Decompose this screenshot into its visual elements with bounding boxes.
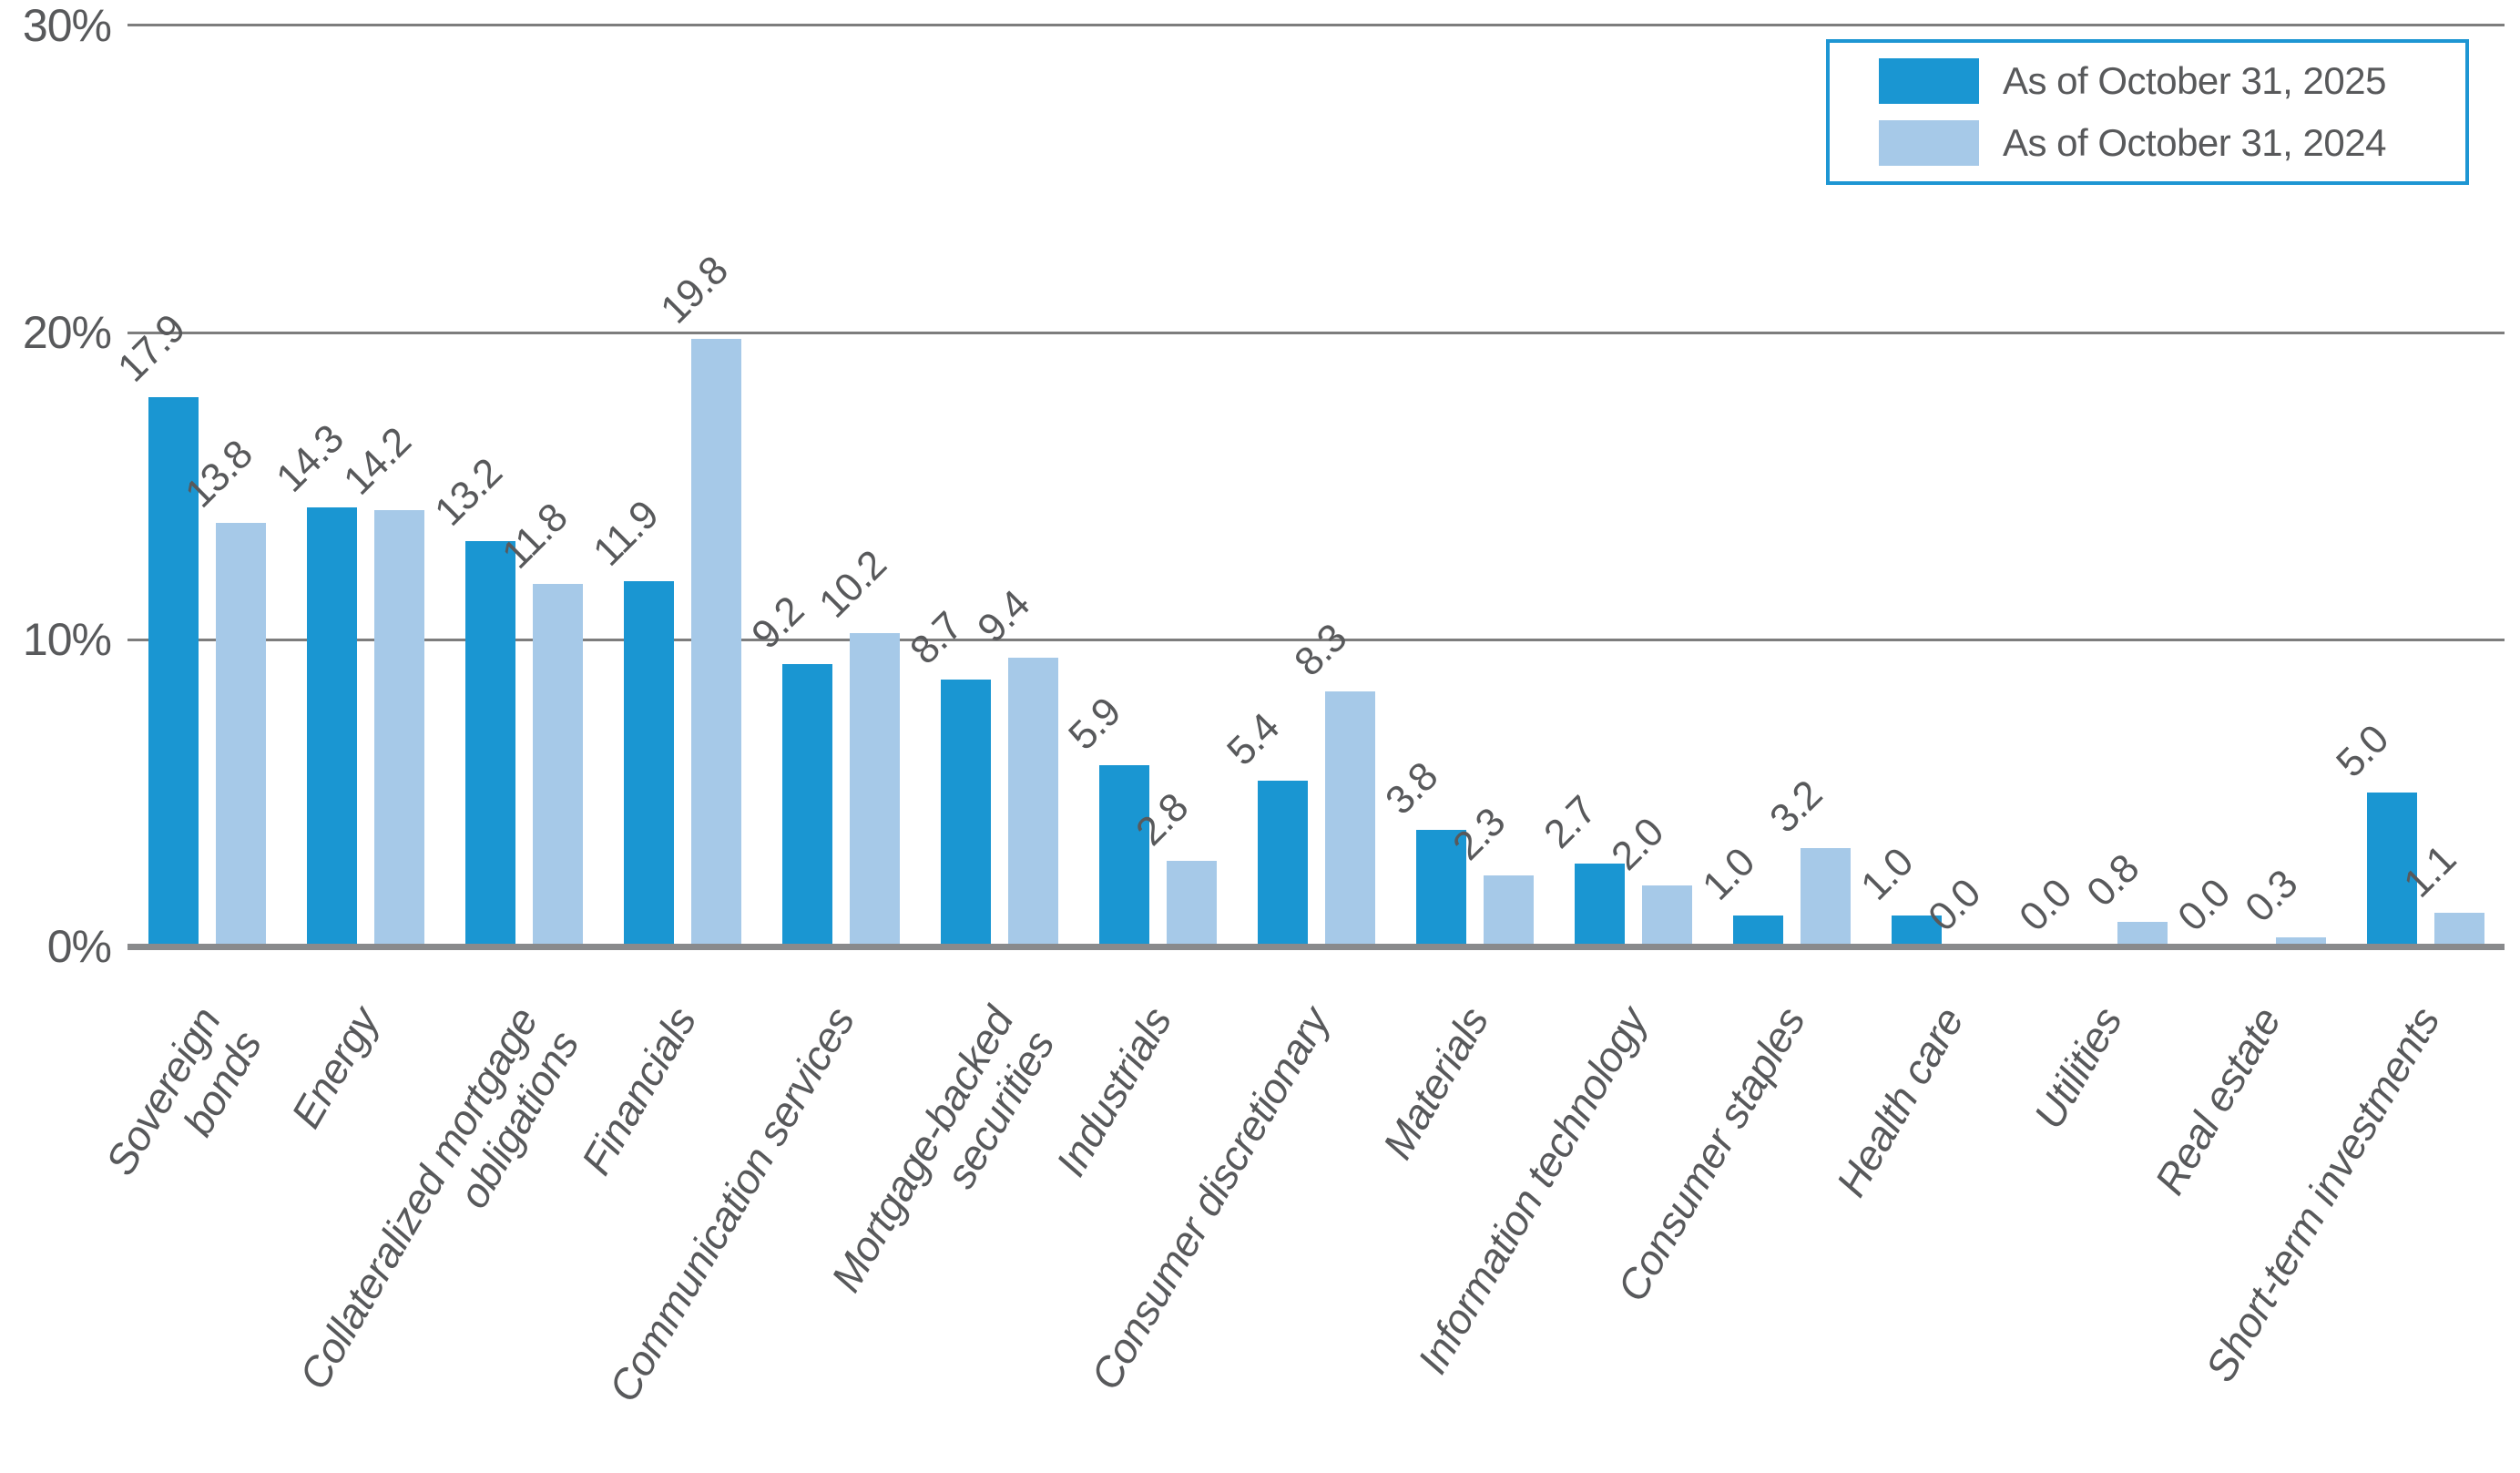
bar-current-2: [465, 541, 515, 946]
gridline-30: [128, 24, 2505, 26]
x-axis-label-0: Sovereign bonds: [96, 999, 271, 1183]
bar-value-label: 14.3: [268, 416, 352, 501]
bar-prior-1: [374, 510, 424, 946]
x-axis-label-13: Real estate: [2145, 999, 2290, 1202]
bar-value-label: 1.0: [1694, 839, 1763, 909]
bar-current-4: [782, 664, 832, 946]
legend-item-2024: As of October 31, 2024: [1879, 119, 2465, 166]
bar-value-label: 9.2: [743, 588, 812, 658]
bar-value-label: 17.9: [109, 306, 194, 391]
bar-value-label: 10.2: [811, 542, 895, 627]
bar-prior-6: [1167, 861, 1217, 946]
legend-label-2024: As of October 31, 2024: [2003, 120, 2386, 164]
bar-value-label: 8.7: [902, 603, 971, 673]
legend: As of October 31, 2025 As of October 31,…: [1826, 39, 2469, 185]
x-axis-label-11: Health care: [1827, 999, 1974, 1204]
bar-current-0: [148, 397, 199, 946]
bar-value-label: 14.2: [335, 419, 420, 504]
bar-current-3: [624, 581, 674, 946]
bar-value-label: 0.0: [2169, 870, 2239, 940]
bar-value-label: 0.8: [2078, 845, 2148, 916]
bar-current-1: [307, 507, 357, 946]
legend-swatch-2025: [1879, 58, 1979, 105]
y-axis-tick-label: 0%: [46, 921, 112, 972]
x-axis-label-6: Industrials: [1046, 999, 1181, 1184]
y-axis-tick-label: 30%: [22, 0, 112, 51]
bar-prior-5: [1008, 658, 1058, 946]
bar-value-label: 5.0: [2328, 716, 2397, 786]
bar-value-label: 13.2: [426, 450, 511, 535]
x-axis-label-8: Materials: [1372, 999, 1498, 1167]
bar-prior-10: [1801, 848, 1851, 946]
gridline-20: [128, 332, 2505, 334]
bar-prior-4: [850, 633, 900, 946]
bar-prior-0: [216, 523, 266, 946]
y-axis-tick-label: 20%: [22, 307, 112, 358]
gridline-10: [128, 639, 2505, 641]
bar-prior-2: [533, 584, 583, 946]
bar-current-9: [1575, 864, 1625, 946]
y-axis-tick-label: 10%: [22, 614, 112, 665]
bar-current-10: [1733, 916, 1783, 946]
bar-current-14: [2367, 793, 2417, 946]
bar-prior-7: [1325, 691, 1375, 946]
bar-value-label: 5.9: [1060, 689, 1129, 759]
x-axis-label-3: Financials: [571, 999, 706, 1183]
bar-prior-3: [691, 339, 741, 946]
bar-current-11: [1892, 916, 1942, 946]
bar-value-label: 8.3: [1286, 615, 1355, 685]
bar-value-label: 3.2: [1761, 772, 1831, 842]
bar-prior-9: [1642, 885, 1692, 946]
bar-value-label: 2.7: [1535, 787, 1605, 857]
bar-current-8: [1416, 830, 1466, 946]
bar-value-label: 3.8: [1377, 753, 1446, 823]
bar-prior-12: [2117, 922, 2168, 946]
bar-value-label: 19.8: [652, 248, 737, 332]
bar-value-label: 0.0: [2011, 870, 2080, 940]
legend-swatch-2024: [1879, 119, 1979, 166]
x-axis-line: [128, 944, 2505, 950]
bar-current-6: [1099, 765, 1149, 946]
bar-value-label: 5.4: [1219, 704, 1288, 774]
bar-value-label: 0.3: [2237, 861, 2306, 931]
legend-label-2025: As of October 31, 2025: [2003, 59, 2386, 103]
bar-prior-14: [2434, 913, 2484, 946]
bar-prior-13: [2276, 937, 2326, 946]
x-axis-label-1: Energy: [281, 999, 389, 1136]
bar-value-label: 1.0: [1852, 839, 1922, 909]
bar-current-5: [941, 680, 991, 946]
bar-prior-8: [1484, 875, 1534, 946]
bar-current-7: [1258, 781, 1308, 946]
x-axis-label-5: Mortgage-backed securities: [821, 999, 1064, 1300]
legend-item-2025: As of October 31, 2025: [1879, 58, 2465, 105]
x-axis-label-12: Utilities: [2025, 999, 2132, 1137]
bar-value-label: 11.9: [585, 492, 668, 575]
